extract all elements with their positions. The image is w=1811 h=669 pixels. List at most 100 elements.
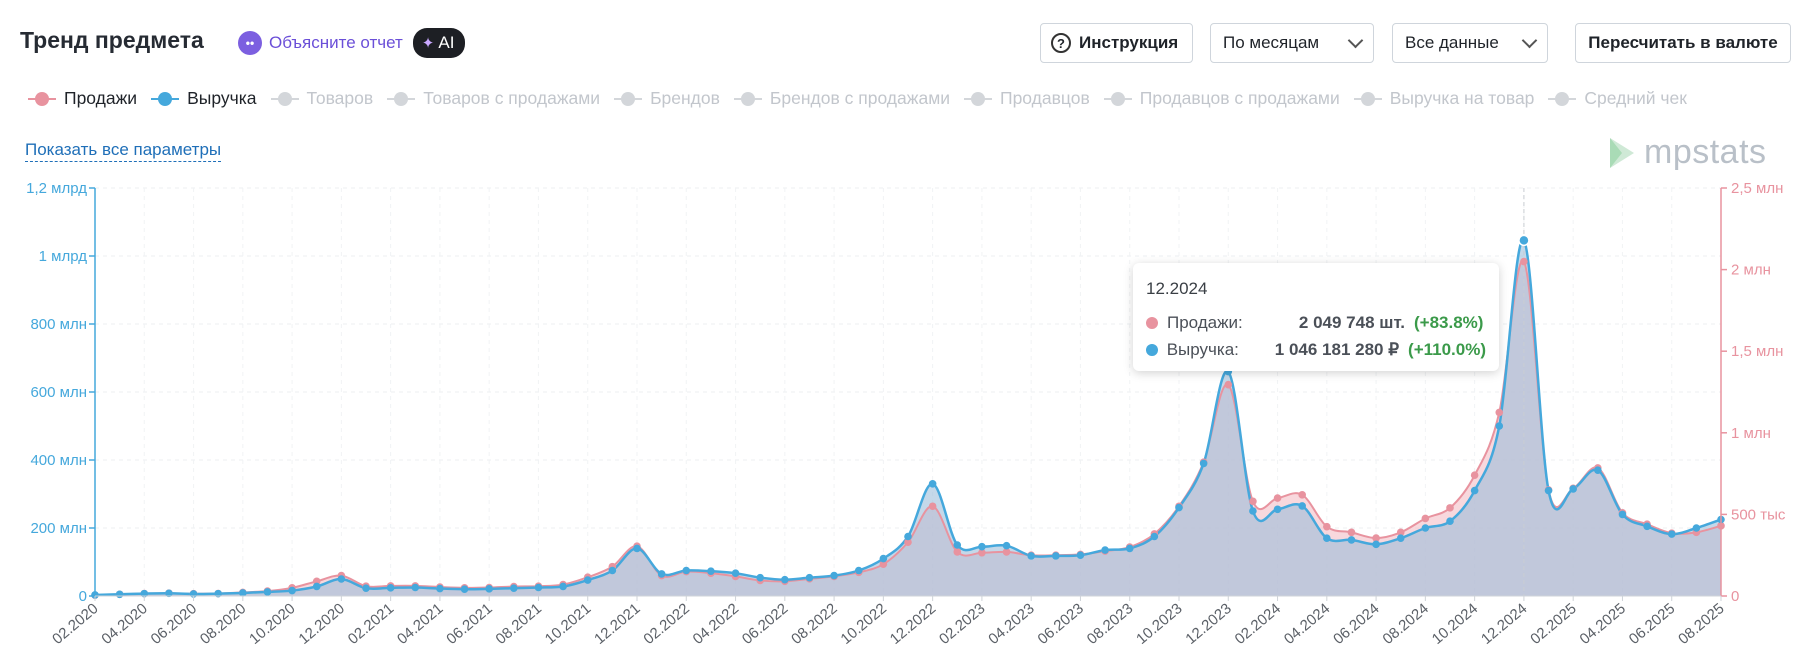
sparkle-icon: ✦: [421, 35, 435, 52]
sales-point: [1495, 408, 1504, 417]
legend-label: Товаров: [306, 88, 374, 108]
chart-tooltip: 12.2024 Продажи: 2 049 748 шт. (+83.8%) …: [1133, 263, 1499, 371]
revenue-point: [756, 573, 764, 582]
sales-point: [978, 548, 986, 557]
recalc-currency-button[interactable]: Пересчитать в валюте: [1575, 23, 1791, 63]
revenue-point: [854, 566, 863, 575]
revenue-point: [928, 480, 937, 488]
x-tick-label: 10.2024: [1429, 600, 1481, 648]
revenue-point: [1101, 546, 1109, 554]
y-right-tick-label: 0: [1731, 588, 1739, 605]
logo-text: mpstats: [1644, 133, 1767, 171]
revenue-point: [510, 584, 518, 592]
explain-report-button[interactable]: •• Объясните отчет ✦ AI: [238, 28, 466, 58]
revenue-point: [1495, 422, 1504, 430]
revenue-point: [1667, 530, 1676, 538]
y-left-tick-label: 200 млн: [30, 520, 87, 537]
legend-item[interactable]: Выручка на товар: [1353, 88, 1534, 109]
revenue-point: [1175, 503, 1183, 512]
revenue-point: [288, 586, 296, 595]
revenue-point: [879, 554, 888, 563]
revenue-point: [805, 573, 814, 582]
revenue-point: [1518, 234, 1530, 247]
tooltip-change: (+83.8%): [1414, 312, 1484, 332]
legend-item[interactable]: Выручка: [151, 88, 257, 109]
revenue-point: [1150, 532, 1159, 541]
data-select-value: Все данные: [1405, 33, 1499, 52]
y-left-tick-label: 800 млн: [30, 316, 87, 333]
data-select[interactable]: Все данные: [1392, 23, 1548, 63]
sales-point: [928, 502, 937, 511]
legend-item[interactable]: Товаров с продажами: [387, 88, 600, 109]
tooltip-change: (+110.0%): [1408, 339, 1487, 359]
ai-badge[interactable]: ✦ AI: [412, 28, 466, 58]
period-select-value: По месяцам: [1223, 33, 1320, 52]
sales-point: [953, 548, 962, 556]
revenue-point: [165, 589, 173, 598]
sales-point: [1273, 494, 1282, 502]
x-tick-label: 04.2020: [98, 600, 150, 648]
x-tick-label: 02.2025: [1527, 600, 1579, 648]
legend-marker-icon: [151, 91, 180, 106]
help-label: Инструкция: [1079, 33, 1179, 52]
legend-label: Выручка: [187, 88, 257, 108]
revenue-point: [904, 532, 912, 541]
show-all-params-link[interactable]: Показать все параметры: [25, 140, 222, 162]
revenue-point: [1125, 544, 1134, 553]
revenue-point: [1470, 486, 1479, 495]
mpstats-logo: mpstats: [1608, 133, 1767, 172]
revenue-point: [534, 583, 543, 592]
explain-report-label: Объясните отчет: [269, 33, 403, 52]
sales-point: [1298, 491, 1306, 499]
tooltip-row-revenue: Выручка: 1 046 181 280 ₽ (+110.0%): [1146, 336, 1486, 363]
legend-item[interactable]: Продажи: [28, 88, 137, 109]
revenue-point: [731, 569, 740, 578]
legend-item[interactable]: Средний чек: [1548, 88, 1687, 109]
revenue-point: [953, 541, 962, 549]
period-select[interactable]: По месяцам: [1210, 23, 1374, 63]
x-tick-label: 06.2021: [443, 600, 495, 648]
revenue-point: [1323, 534, 1331, 542]
sales-point: [1446, 504, 1454, 512]
legend-item[interactable]: Брендов: [614, 88, 720, 109]
revenue-point: [263, 588, 272, 596]
legend-item[interactable]: Товаров: [270, 88, 374, 109]
revenue-point: [115, 590, 124, 599]
x-tick-label: 10.2021: [542, 600, 594, 648]
legend-label: Брендов с продажами: [769, 88, 950, 108]
legend-label: Продажи: [64, 88, 138, 108]
legend-item[interactable]: Продавцов с продажами: [1103, 88, 1340, 109]
legend-item[interactable]: Продавцов: [964, 88, 1090, 109]
x-tick-label: 04.2024: [1281, 600, 1333, 648]
help-button[interactable]: ? Инструкция: [1040, 23, 1193, 63]
legend-label: Продавцов с продажами: [1139, 88, 1340, 108]
y-right-tick-label: 500 тыс: [1731, 506, 1786, 523]
legend-marker-icon: [1103, 91, 1132, 106]
x-tick-label: 10.2023: [1133, 600, 1185, 648]
revenue-point: [1569, 485, 1577, 493]
legend-item[interactable]: Брендов с продажами: [733, 88, 950, 109]
revenue-point: [1396, 534, 1405, 542]
revenue-point: [239, 589, 247, 597]
y-right-tick-label: 1 млн: [1731, 425, 1771, 442]
revenue-point: [1199, 459, 1208, 468]
revenue-point: [411, 583, 420, 592]
legend-marker-icon: [28, 91, 56, 106]
sales-point: [1002, 548, 1011, 556]
x-tick-label: 02.2022: [640, 600, 692, 648]
revenue-point: [657, 570, 666, 578]
x-tick-label: 12.2023: [1182, 600, 1234, 648]
x-tick-label: 10.2020: [246, 600, 298, 648]
revenue-point: [1076, 551, 1085, 559]
revenue-point: [1446, 517, 1454, 525]
revenue-point: [460, 585, 469, 593]
assistant-icon: ••: [238, 31, 262, 55]
legend-marker-icon: [1548, 91, 1577, 106]
revenue-line: [94, 239, 1722, 597]
x-tick-label: 04.2022: [690, 600, 742, 648]
y-left-tick-label: 0: [79, 588, 87, 605]
x-tick-label: 02.2021: [345, 600, 397, 648]
legend-marker-icon: [614, 91, 643, 106]
x-tick-label: 08.2021: [493, 600, 545, 648]
